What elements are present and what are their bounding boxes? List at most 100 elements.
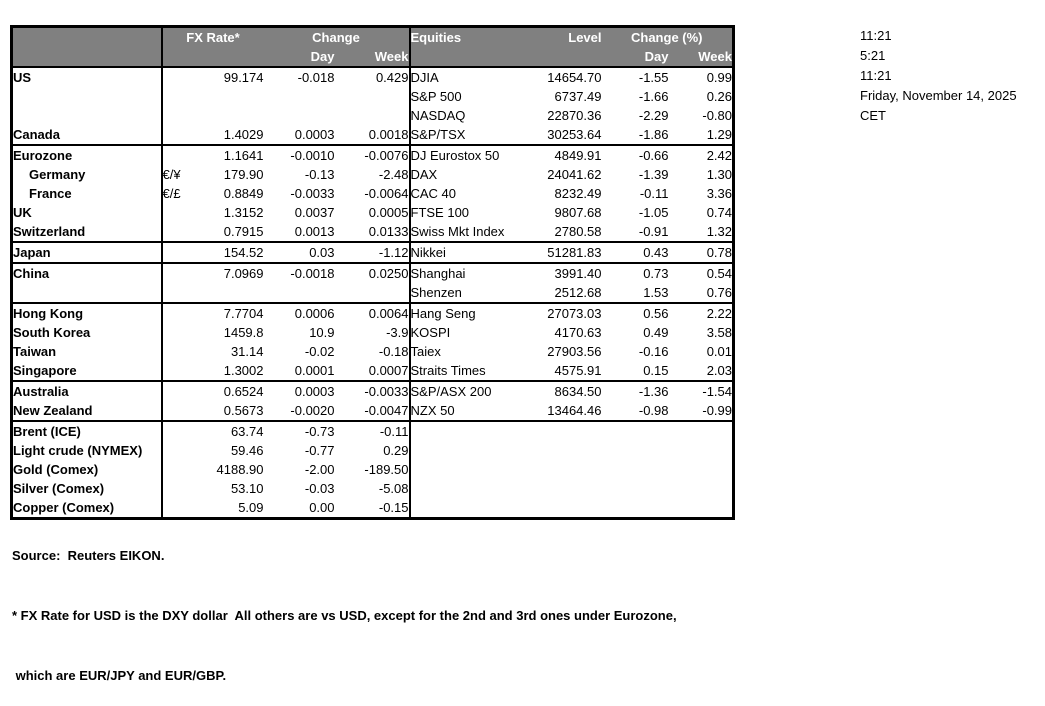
row-label: Japan <box>11 241 163 263</box>
equity-name <box>410 441 523 460</box>
fx-week-change-value: 0.0064 <box>334 302 411 323</box>
currency-pair-label: €/¥ <box>162 167 181 182</box>
equity-week-change-value: 1.29 <box>706 127 732 142</box>
equity-name: Straits Times <box>410 363 486 378</box>
fx-day-change-value: -0.73 <box>263 420 335 441</box>
fx-week-change-value: -0.11 <box>334 420 411 441</box>
fx-day-change-value: -0.0018 <box>263 262 335 283</box>
table-row: Light crude (NYMEX) 59.46 -0.77 0.29 <box>11 441 734 460</box>
equity-week-change-value: 0.78 <box>668 241 734 263</box>
fx-day-change-value: -0.02 <box>304 344 335 359</box>
fx-week-change-value: 0.0007 <box>334 361 411 381</box>
fx-rate-value: 53.10 <box>230 481 264 496</box>
equity-day-change-value <box>602 479 669 498</box>
empty-header-cell <box>161 47 264 68</box>
fx-rate-value: 0.6524 <box>192 380 264 401</box>
row-label: Brent (ICE) <box>11 420 163 441</box>
equity-name: DJIA <box>410 70 439 85</box>
equity-day-change-value: -0.66 <box>601 144 669 165</box>
source-line: Source: Reuters EIKON. <box>12 548 165 563</box>
currency-pair-label <box>162 323 193 342</box>
table-header-row: FX Rate* Change Equities Level Change (%… <box>11 26 734 47</box>
equity-week-change-value: 0.99 <box>706 70 732 85</box>
fx-day-change-value: 0.03 <box>263 241 335 263</box>
table-row: Silver (Comex) 53.10 -0.03 -5.08 <box>11 479 734 498</box>
table-row: Copper (Comex) 5.09 0.00 -0.15 <box>11 498 734 519</box>
equity-name: Shenzen <box>410 285 462 300</box>
equity-level-value <box>523 460 602 479</box>
corner-cell <box>11 26 163 47</box>
fx-day-change-value: -0.77 <box>304 443 335 458</box>
fx-day-change-value: -2.00 <box>304 462 335 477</box>
fx-rate-value <box>193 283 264 303</box>
equity-name <box>410 460 523 479</box>
equity-level-value: 51281.83 <box>522 241 602 263</box>
fx-rate-value <box>193 87 264 106</box>
equity-name: Nikkei <box>409 241 523 263</box>
currency-pair-label <box>162 361 193 381</box>
fx-day-subheader: Day <box>263 47 335 68</box>
fx-week-change-value: 0.0018 <box>334 125 411 145</box>
equity-name <box>409 420 523 441</box>
fx-week-change-value: -0.0047 <box>334 401 411 421</box>
fx-week-change-value: -189.50 <box>334 460 411 479</box>
eq-day-subheader: Day <box>601 47 669 68</box>
currency-pair-label <box>161 262 193 283</box>
equity-level-value: 13464.46 <box>547 403 602 418</box>
equity-name: CAC 40 <box>410 186 457 201</box>
row-label: Canada <box>11 125 163 145</box>
equities-column-header: Equities <box>409 26 523 47</box>
timestamp-line: 11:21 <box>860 68 892 83</box>
row-label: UK <box>11 203 163 222</box>
footnotes-block: Source: Reuters EIKON. * FX Rate for USD… <box>12 506 1012 706</box>
equity-name: S&P 500 <box>410 89 462 104</box>
fx-day-change-value: 0.0003 <box>263 380 335 401</box>
equity-week-change-value <box>669 479 734 498</box>
row-label <box>11 106 163 125</box>
equity-name: KOSPI <box>410 325 451 340</box>
equity-week-change-value: 2.03 <box>706 363 732 378</box>
fx-rate-value: 0.5673 <box>223 403 264 418</box>
table-row: Hong Kong 7.7704 0.0006 0.0064 Hang Seng 2707… <box>11 302 734 323</box>
row-label: Copper (Comex) <box>11 498 163 519</box>
fx-week-change-value: -0.0076 <box>334 144 411 165</box>
level-column-header: Level <box>522 26 602 47</box>
fx-week-subheader: Week <box>334 47 411 68</box>
table-row: Australia 0.6524 0.0003 -0.0033 S&P/ASX 200 8… <box>11 380 734 401</box>
equity-week-change-value: 1.30 <box>706 167 732 182</box>
fx-day-change-value: -0.0020 <box>290 403 335 418</box>
equity-day-change-value: -1.66 <box>638 89 669 104</box>
fx-rate-value: 0.8849 <box>223 186 264 201</box>
table-row: US 99.174 -0.018 0.429 DJIA 14654.70 -1.55 0.99 <box>11 67 734 87</box>
fx-day-change-value: 10.9 <box>309 325 335 340</box>
row-label: Australia <box>11 380 163 401</box>
equity-day-change-value <box>602 460 669 479</box>
equity-day-change-value: 0.43 <box>601 241 669 263</box>
equity-level-value: 22870.36 <box>547 108 602 123</box>
row-label: Gold (Comex) <box>11 460 163 479</box>
fx-rate-value: 1.1641 <box>192 144 264 165</box>
equity-week-change-value: 3.58 <box>706 325 732 340</box>
equity-week-change-value <box>669 441 734 460</box>
equity-week-change-value: 0.54 <box>668 262 734 283</box>
date-line: Friday, November 14, 2025 <box>860 88 1017 103</box>
fx-day-change-value: 0.0003 <box>294 127 335 142</box>
timestamp-line: 11:21 <box>860 28 892 43</box>
equity-day-change-value: -1.05 <box>638 205 669 220</box>
empty-header-cell <box>522 47 602 68</box>
fx-week-change-value: -2.48 <box>334 165 411 184</box>
table-row: NASDAQ 22870.36 -2.29 -0.80 <box>11 106 734 125</box>
table-row: S&P 500 6737.49 -1.66 0.26 <box>11 87 734 106</box>
fx-rate-value: 63.74 <box>192 420 264 441</box>
fx-day-change-value: -0.0010 <box>263 144 335 165</box>
row-label: US <box>11 67 163 87</box>
equity-day-change-value: -0.98 <box>638 403 669 418</box>
fx-week-change-value <box>334 283 411 303</box>
table-body: US 99.174 -0.018 0.429 DJIA 14654.70 -1.55 0.99… <box>11 67 734 519</box>
currency-pair-label <box>162 283 193 303</box>
equity-day-change-value: -1.39 <box>638 167 669 182</box>
fx-day-change-value: 0.0013 <box>294 224 335 239</box>
row-label: Singapore <box>11 361 163 381</box>
fx-week-change-value: -5.08 <box>334 479 411 498</box>
fx-day-change-value: 0.0037 <box>294 205 335 220</box>
